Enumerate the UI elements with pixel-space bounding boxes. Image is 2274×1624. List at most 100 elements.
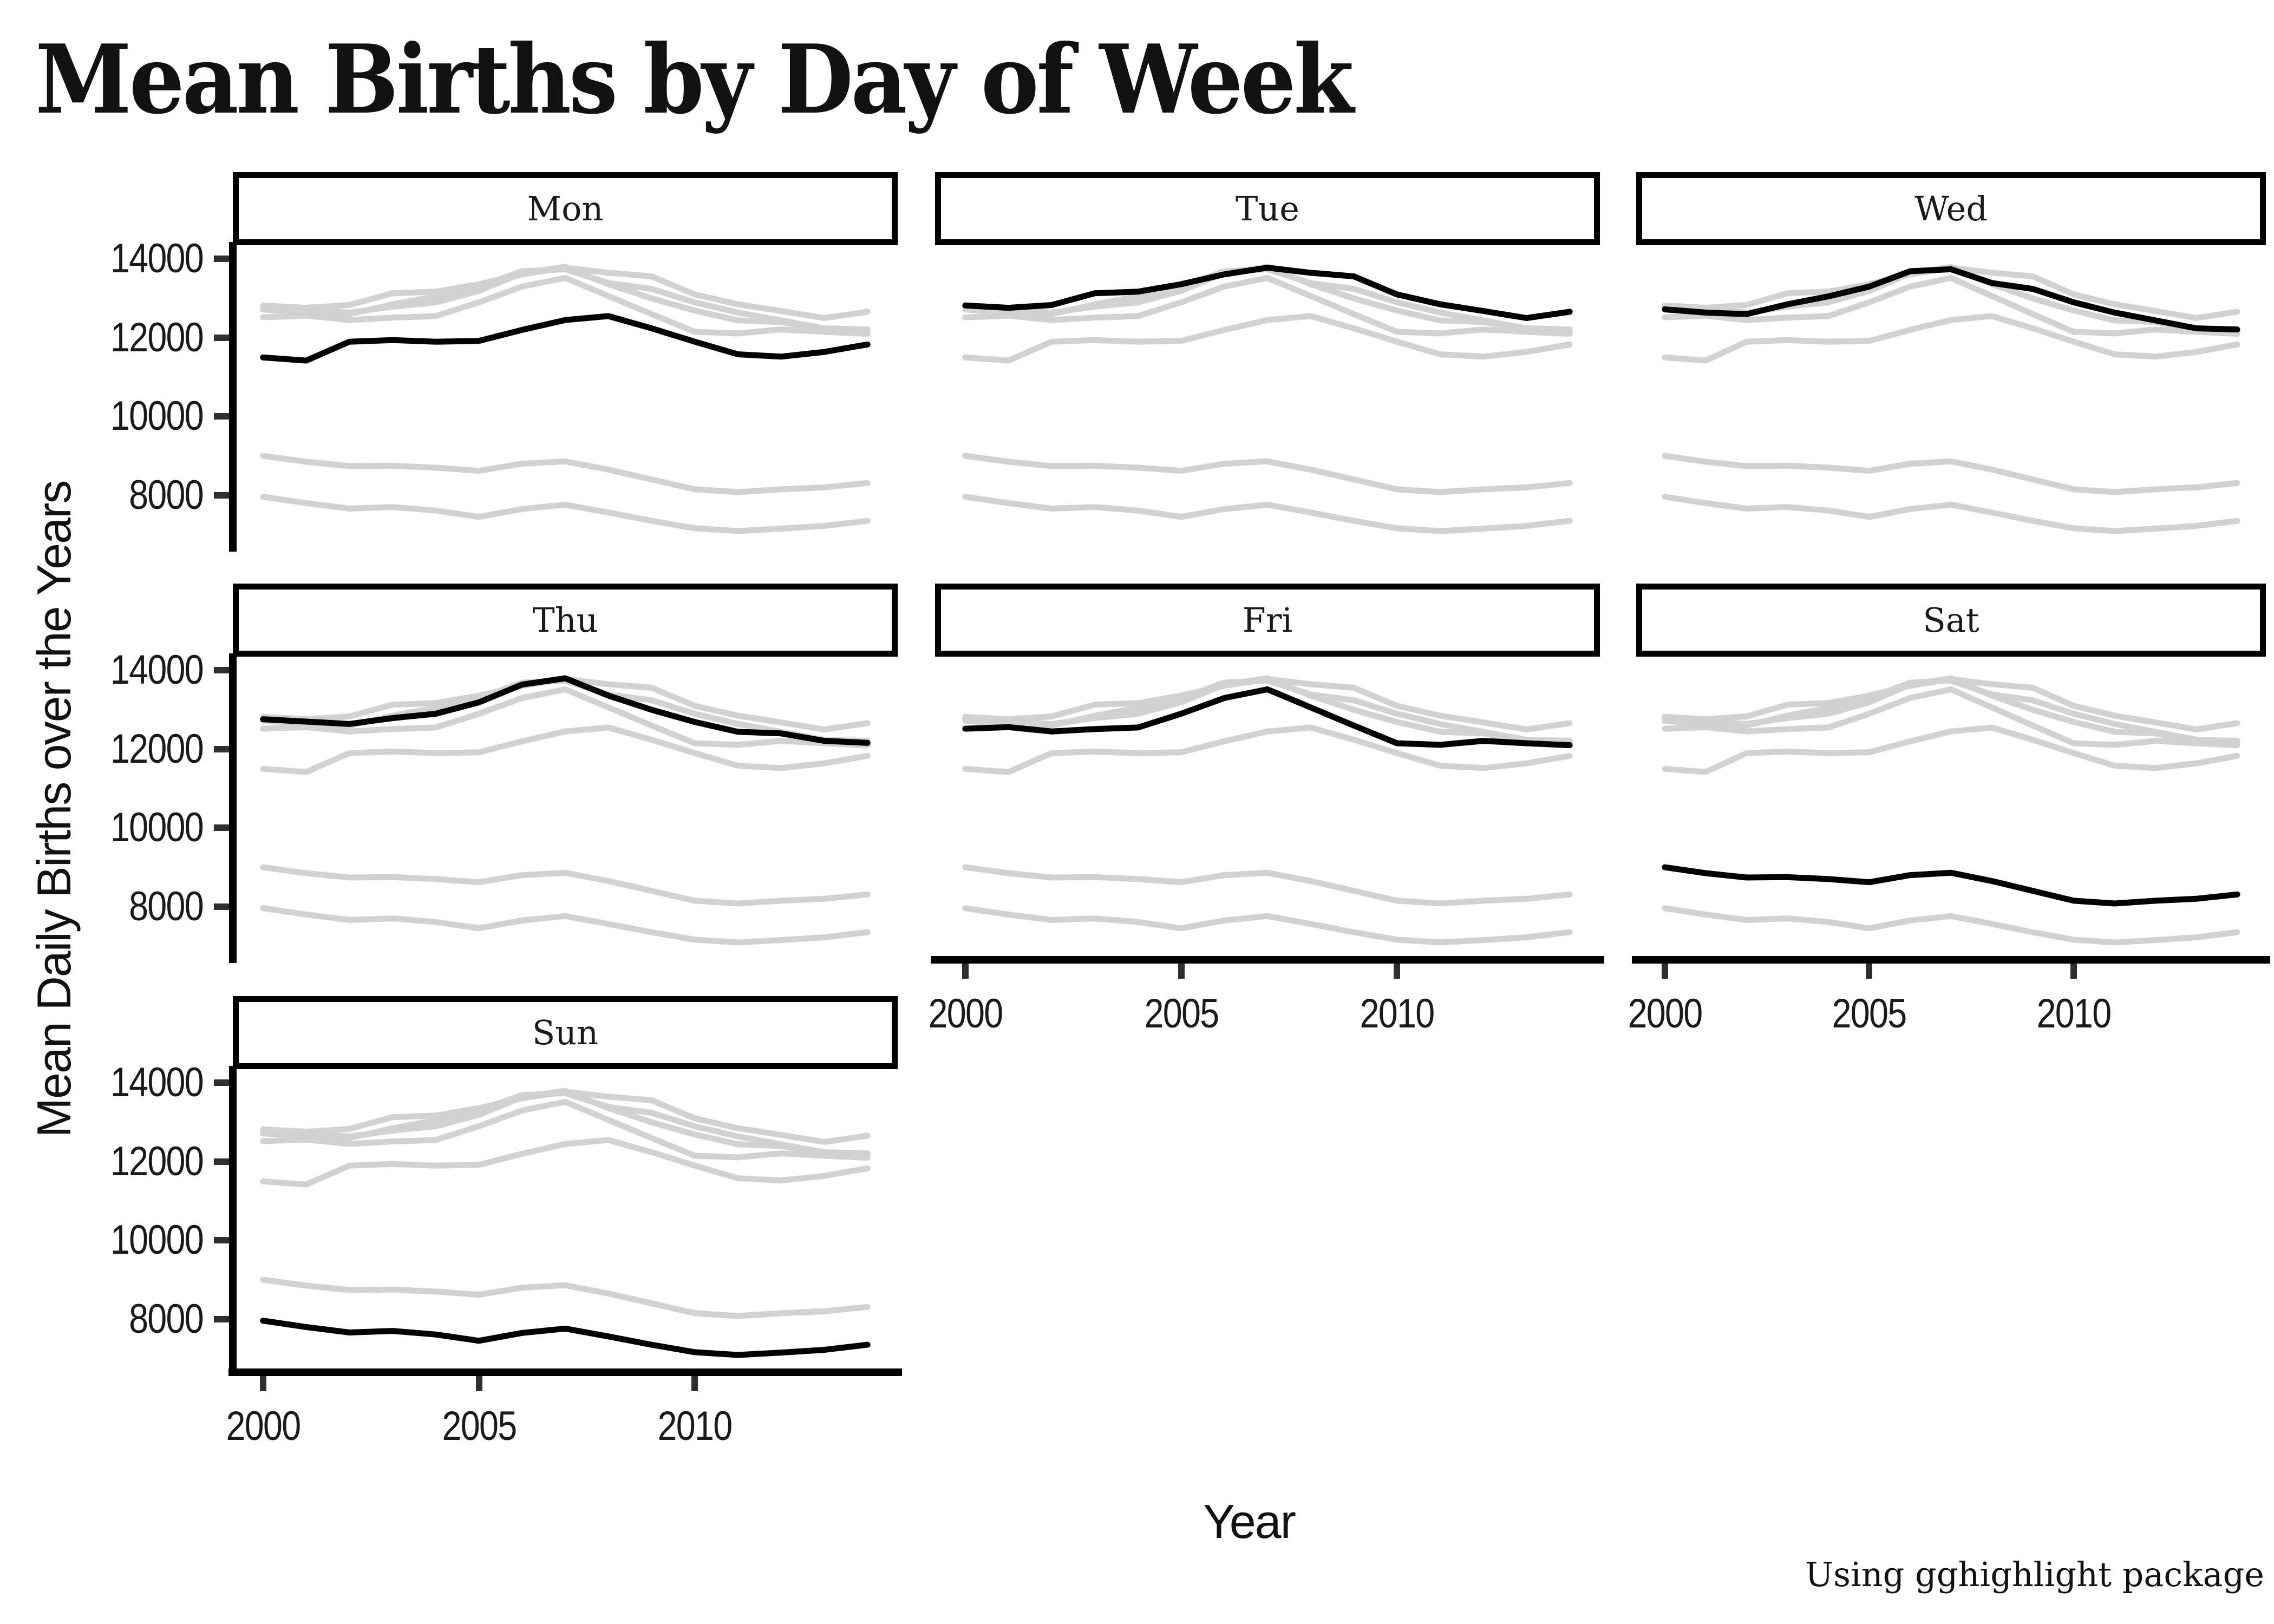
strip-label: Tue — [1236, 189, 1299, 228]
muted-series-line — [1662, 686, 2240, 749]
highlighted-series-line — [260, 313, 871, 364]
facet-panel — [1636, 657, 2266, 960]
x-tick — [475, 1376, 482, 1391]
muted-series-line — [962, 905, 1573, 946]
muted-series-line — [260, 1098, 871, 1161]
x-axis-line — [228, 1368, 902, 1376]
x-axis-title: Year — [1203, 1495, 1296, 1548]
muted-series-line — [1662, 494, 2240, 534]
x-tick-label: 2000 — [928, 991, 1003, 1037]
muted-series-line — [1662, 274, 2240, 337]
muted-series-line — [962, 313, 1573, 364]
y-tick-label: 10000 — [110, 1217, 204, 1263]
x-tick — [962, 964, 969, 979]
x-tick — [2070, 964, 2077, 979]
chart-title: Mean Births by Day of Week — [35, 24, 1354, 135]
caption: Using gghighlight package — [1805, 1555, 2264, 1594]
muted-series-line — [260, 274, 871, 337]
x-tick — [1178, 964, 1185, 979]
x-tick-label: 2005 — [1144, 991, 1219, 1037]
muted-series-line — [260, 724, 871, 775]
y-tick — [214, 1315, 229, 1322]
highlighted-series-line — [1662, 266, 2240, 333]
muted-series-line — [260, 1088, 871, 1158]
muted-series-line — [1662, 905, 2240, 946]
y-tick — [214, 1079, 229, 1086]
x-tick-label: 2010 — [1360, 991, 1435, 1037]
facet-strip: Tue — [935, 172, 1600, 245]
muted-series-line — [260, 453, 871, 495]
strip-label: Sat — [1923, 600, 1979, 640]
facet-panel — [233, 1069, 898, 1372]
muted-series-line — [962, 675, 1573, 746]
y-tick — [214, 1237, 229, 1244]
x-tick-label: 2005 — [1832, 991, 1907, 1037]
highlighted-series-line — [260, 675, 871, 746]
x-tick-label: 2010 — [2036, 991, 2112, 1037]
muted-series-line — [1662, 313, 2240, 364]
muted-series-line — [260, 264, 871, 335]
y-tick-label: 14000 — [110, 647, 204, 693]
muted-series-line — [1662, 675, 2240, 746]
x-tick — [691, 1376, 698, 1391]
facet-strip: Fri — [935, 584, 1600, 657]
muted-series-line — [260, 1276, 871, 1319]
y-tick-label: 8000 — [129, 1295, 204, 1342]
facet-strip: Mon — [233, 172, 898, 245]
muted-series-line — [962, 274, 1573, 337]
facet-panel — [935, 245, 1600, 548]
y-axis-line — [229, 1066, 237, 1376]
y-tick-label: 14000 — [110, 1059, 204, 1106]
y-tick-label: 8000 — [129, 883, 204, 929]
facet-strip: Wed — [1636, 172, 2266, 245]
x-tick — [1661, 964, 1668, 979]
muted-series-line — [962, 453, 1573, 495]
y-tick — [214, 745, 229, 752]
y-tick — [214, 334, 229, 341]
y-tick — [214, 256, 229, 263]
muted-series-line — [260, 686, 871, 749]
muted-series-line — [1662, 453, 2240, 495]
muted-series-line — [1662, 724, 2240, 775]
strip-label: Wed — [1914, 189, 1988, 228]
facet-strip: Thu — [233, 584, 898, 657]
strip-label: Sun — [532, 1013, 599, 1052]
muted-series-line — [260, 864, 871, 907]
strip-label: Thu — [532, 600, 598, 640]
facet-panel — [1636, 245, 2266, 548]
strip-label: Mon — [527, 189, 604, 228]
y-tick-label: 10000 — [110, 804, 204, 851]
x-tick-label: 2000 — [1628, 991, 1703, 1037]
muted-series-line — [962, 494, 1573, 534]
y-tick — [214, 824, 229, 831]
facet-panel — [935, 657, 1600, 960]
facet-panel — [233, 657, 898, 960]
x-tick-label: 2000 — [226, 1403, 301, 1449]
y-tick-label: 12000 — [110, 725, 204, 772]
y-tick-label: 10000 — [110, 393, 204, 440]
x-tick — [1866, 964, 1873, 979]
facet-panel — [233, 245, 898, 548]
y-axis-title: Mean Daily Births over the Years — [27, 481, 81, 1138]
y-tick-label: 14000 — [110, 235, 204, 282]
y-tick — [214, 1158, 229, 1165]
x-tick-label: 2010 — [657, 1403, 733, 1449]
y-tick-label: 8000 — [129, 472, 204, 518]
muted-series-line — [260, 905, 871, 946]
y-tick — [214, 492, 229, 499]
highlighted-series-line — [260, 1318, 871, 1358]
highlighted-series-line — [962, 686, 1573, 749]
y-axis-line — [229, 242, 237, 552]
facet-strip: Sat — [1636, 584, 2266, 657]
y-tick — [214, 903, 229, 910]
x-axis-line — [931, 956, 1604, 964]
muted-series-line — [962, 724, 1573, 775]
x-tick — [1394, 964, 1401, 979]
y-axis-line — [229, 653, 237, 963]
muted-series-line — [260, 1137, 871, 1188]
x-tick-label: 2005 — [442, 1403, 517, 1449]
y-tick-label: 12000 — [110, 314, 204, 361]
x-axis-line — [1632, 956, 2270, 964]
strip-label: Fri — [1242, 600, 1293, 640]
